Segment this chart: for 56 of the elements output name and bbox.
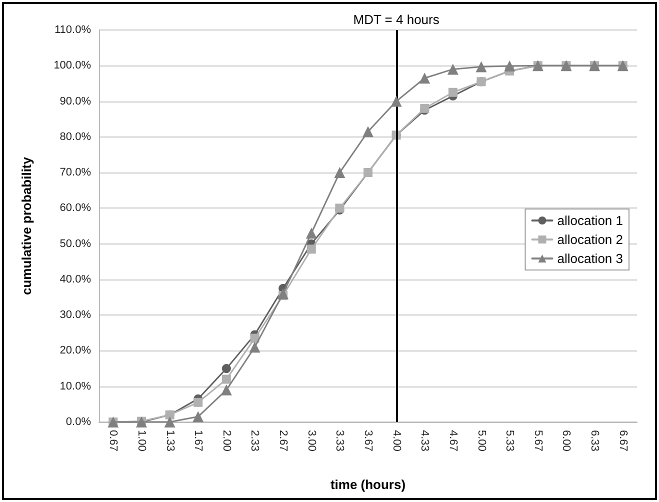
x-axis-title: time (hours) <box>330 477 406 492</box>
x-tick-label: 4.33 <box>418 430 431 452</box>
y-tick-label: 90.0% <box>60 95 92 108</box>
point <box>164 416 176 428</box>
legend-label: allocation 1 <box>557 213 624 228</box>
point <box>194 398 203 407</box>
x-tick-label: 0.67 <box>107 430 120 452</box>
point <box>362 126 374 138</box>
x-tick-label: 3.67 <box>362 430 374 452</box>
point <box>306 228 317 239</box>
x-tick-label: 1.67 <box>192 430 204 452</box>
y-tick-label: 50.0% <box>60 238 92 250</box>
y-tick-label: 110.0% <box>54 24 92 36</box>
x-tick-label: 4.67 <box>446 430 459 452</box>
point <box>448 88 458 97</box>
x-tick-label: 1.00 <box>135 430 148 452</box>
ref-line-label: MDT = 4 hours <box>353 12 440 27</box>
point <box>220 384 232 396</box>
legend-label: allocation 2 <box>557 232 624 247</box>
point <box>222 364 231 374</box>
x-tick-label: 5.67 <box>532 430 544 452</box>
x-tick-label: 5.33 <box>504 430 516 452</box>
x-tick-label: 2.67 <box>277 430 290 452</box>
y-tick-label: 20.0% <box>60 344 92 357</box>
point <box>250 334 260 343</box>
point <box>334 167 346 178</box>
y-tick-label: 60.0% <box>60 202 92 214</box>
x-tick-label: 2.33 <box>248 430 261 452</box>
legend-label: allocation 3 <box>557 251 624 266</box>
x-tick-label: 1.33 <box>164 430 176 452</box>
y-tick-label: 0.0% <box>66 416 92 428</box>
y-tick-label: 30.0% <box>60 309 92 322</box>
y-tick-label: 80.0% <box>60 130 92 143</box>
x-tick-label: 5.00 <box>475 430 488 452</box>
point <box>222 374 231 384</box>
y-axis-title: cumulative probability <box>19 156 34 295</box>
point <box>504 60 516 72</box>
x-tick-label: 6.67 <box>616 430 629 452</box>
x-tick-label: 6.33 <box>588 430 601 452</box>
x-tick-label: 3.00 <box>305 430 318 452</box>
point <box>249 342 260 353</box>
point <box>447 64 458 75</box>
x-tick-label: 4.00 <box>390 430 402 452</box>
x-tick-label: 6.00 <box>560 430 572 452</box>
y-tick-label: 70.0% <box>60 166 92 179</box>
x-tick-label: 3.33 <box>334 430 346 452</box>
point <box>278 288 289 300</box>
point <box>192 411 204 422</box>
y-tick-label: 40.0% <box>60 273 92 286</box>
point <box>306 244 316 254</box>
x-tick-label: 2.00 <box>220 430 232 452</box>
point <box>390 96 402 107</box>
point <box>476 61 487 72</box>
point <box>419 72 430 84</box>
y-tick-label: 100.0% <box>54 60 92 72</box>
y-tick-label: 10.0% <box>60 380 92 392</box>
